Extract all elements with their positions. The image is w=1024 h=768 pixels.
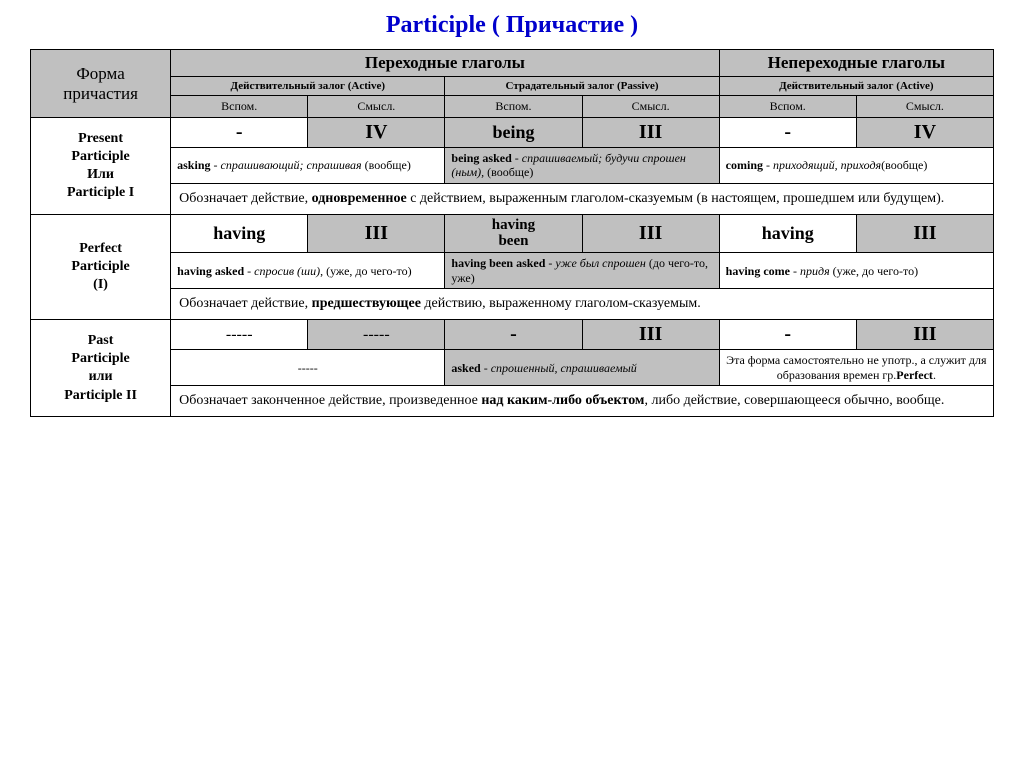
perfect-intrans-ex: having come - придя (уже, до чего-то) <box>719 253 993 289</box>
present-passive-ex: being asked - спрашиваемый; будучи спрош… <box>445 148 719 184</box>
perfect-intrans-main: III <box>856 214 993 253</box>
perfect-intrans-aux: having <box>719 214 856 253</box>
perfect-active-ex: having asked - спросив (ши), (уже, до че… <box>171 253 445 289</box>
row-perfect-label: PerfectParticiple(I) <box>31 214 171 319</box>
perfect-active-main: III <box>308 214 445 253</box>
present-passive-aux: being <box>445 118 582 148</box>
hdr-main-2: Смысл. <box>582 96 719 118</box>
row-past-label: PastParticipleилиParticiple II <box>31 320 171 417</box>
present-intrans-aux: - <box>719 118 856 148</box>
present-active-main: IV <box>308 118 445 148</box>
page-title: Participle ( Причастие ) <box>30 12 994 39</box>
header-passive: Страдательный залог (Passive) <box>445 77 719 96</box>
present-active-aux: - <box>171 118 308 148</box>
header-form: Форма причастия <box>31 50 171 118</box>
header-transitive: Переходные глаголы <box>171 50 720 77</box>
past-intrans-main: III <box>856 320 993 350</box>
header-intransitive: Непереходные глаголы <box>719 50 993 77</box>
present-intrans-ex: coming - приходящий, приходя(вообще) <box>719 148 993 184</box>
header-active-intrans: Действительный залог (Active) <box>719 77 993 96</box>
past-intrans-ex: Эта форма самостоятельно не употр., а сл… <box>719 350 993 386</box>
hdr-aux-2: Вспом. <box>445 96 582 118</box>
past-passive-ex: asked - спрошенный, спрашиваемый <box>445 350 719 386</box>
perfect-passive-ex: having been asked - уже был спрошен (до … <box>445 253 719 289</box>
hdr-aux-1: Вспом. <box>171 96 308 118</box>
header-active-trans: Действительный залог (Active) <box>171 77 445 96</box>
perfect-desc: Обозначает действие, предшествующее дейс… <box>171 289 994 320</box>
perfect-passive-aux: havingbeen <box>445 214 582 253</box>
perfect-active-aux: having <box>171 214 308 253</box>
present-active-ex: asking - спрашивающий; спрашивая (вообще… <box>171 148 445 184</box>
perfect-passive-main: III <box>582 214 719 253</box>
present-desc: Обозначает действие, одновременное с дей… <box>171 183 994 214</box>
past-passive-main: III <box>582 320 719 350</box>
present-intrans-main: IV <box>856 118 993 148</box>
row-present-label: PresentParticipleИлиParticiple I <box>31 118 171 215</box>
hdr-main-1: Смысл. <box>308 96 445 118</box>
past-passive-aux: - <box>445 320 582 350</box>
present-passive-main: III <box>582 118 719 148</box>
hdr-main-3: Смысл. <box>856 96 993 118</box>
past-intrans-aux: - <box>719 320 856 350</box>
hdr-aux-3: Вспом. <box>719 96 856 118</box>
past-active-ex: ----- <box>171 350 445 386</box>
past-desc: Обозначает законченное действие, произве… <box>171 386 994 417</box>
past-active-aux: ----- <box>171 320 308 350</box>
participle-table: Форма причастия Переходные глаголы Непер… <box>30 49 994 417</box>
past-active-main: ----- <box>308 320 445 350</box>
